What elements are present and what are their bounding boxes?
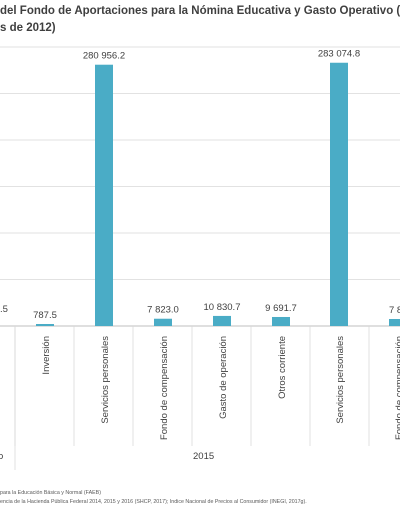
bar: [95, 64, 113, 327]
category-label: Otros corriente: [277, 336, 288, 399]
data-label: 10 830.7: [204, 302, 241, 313]
data-label: .5: [0, 304, 8, 315]
bar: [213, 315, 231, 326]
category-label: Servicios personales: [335, 336, 346, 424]
category-label: Servicios personales: [100, 336, 111, 424]
group-label: 2015: [193, 451, 214, 462]
bar: [36, 324, 54, 326]
category-label: Fondo de compensación: [159, 336, 170, 440]
data-label: 283 074.8: [318, 49, 360, 60]
bar: [389, 319, 400, 326]
footnote-line-1: para la Educación Básica y Normal (FAEB): [0, 490, 101, 496]
category-label: Inversión: [41, 336, 52, 375]
chart-title: del Fondo de Aportaciones para la Nómina…: [0, 3, 400, 37]
bar: [330, 62, 348, 326]
chart-title-line-2: s de 2012): [0, 22, 56, 34]
data-label: 7 823.0: [147, 305, 179, 316]
category-label: Gasto de operación: [218, 336, 229, 419]
bar: [272, 316, 290, 326]
category-label: Fondo de compensación: [394, 336, 400, 440]
data-label: 280 956.2: [83, 51, 125, 62]
bar: [154, 318, 172, 326]
chart-title-line-1: del Fondo de Aportaciones para la Nómina…: [0, 5, 400, 17]
data-label: 787.5: [33, 310, 57, 321]
data-label: 7 84: [389, 305, 400, 316]
data-label: 9 691.7: [265, 303, 297, 314]
footnote-line-2: encia de la Hacienda Pública Federal 201…: [0, 499, 307, 505]
group-label: o: [0, 451, 3, 462]
